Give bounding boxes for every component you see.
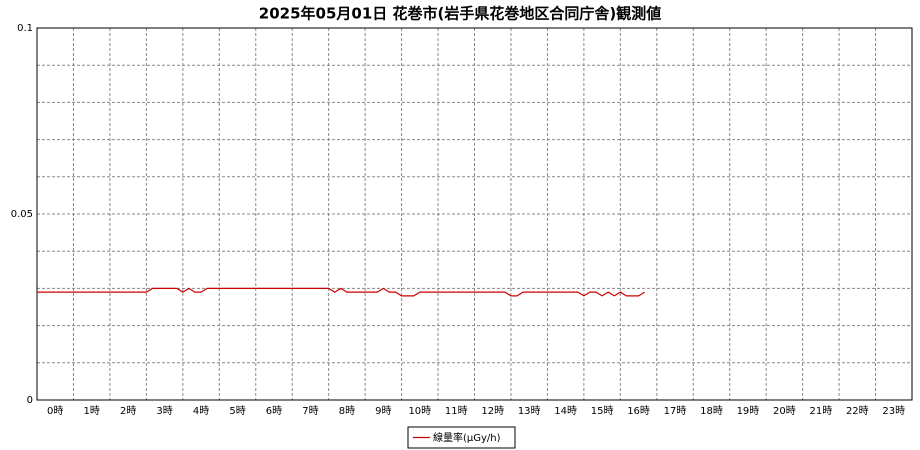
- y-tick-label: 0: [27, 395, 33, 406]
- legend-box: [407, 426, 516, 449]
- x-tick-label: 0時: [47, 405, 63, 417]
- x-tick-label: 6時: [266, 405, 282, 417]
- x-tick-label: 5時: [229, 405, 245, 417]
- x-tick-label: 10時: [408, 405, 431, 417]
- x-tick-label: 12時: [481, 405, 504, 417]
- plot-frame: [36, 27, 913, 401]
- x-tick-label: 4時: [193, 405, 209, 417]
- x-tick-label: 21時: [809, 405, 832, 417]
- x-tick-label: 8時: [339, 405, 355, 417]
- x-tick-label: 17時: [664, 405, 687, 417]
- x-tick-label: 9時: [375, 405, 391, 417]
- y-tick-label: 0.1: [17, 23, 33, 34]
- legend-label: 線量率(μGy/h): [433, 431, 501, 444]
- y-tick-label: 0.05: [11, 209, 33, 220]
- x-tick-label: 3時: [156, 405, 172, 417]
- x-tick-label: 15時: [591, 405, 614, 417]
- x-tick-label: 13時: [518, 405, 541, 417]
- x-tick-label: 7時: [302, 405, 318, 417]
- x-tick-label: 20時: [773, 405, 796, 417]
- x-tick-label: 22時: [846, 405, 869, 417]
- data-line: [37, 287, 645, 297]
- chart-title: 2025年05月01日 花巻市(岩手県花巻地区合同庁舎)観測値: [259, 5, 661, 23]
- x-tick-label: 19時: [737, 405, 760, 417]
- x-tick-label: 16時: [627, 405, 650, 417]
- x-tick-label: 23時: [882, 405, 905, 417]
- x-tick-label: 14時: [554, 405, 577, 417]
- x-tick-label: 18時: [700, 405, 723, 417]
- x-tick-label: 2時: [120, 405, 136, 417]
- x-tick-label: 11時: [445, 405, 468, 417]
- x-tick-label: 1時: [84, 405, 100, 417]
